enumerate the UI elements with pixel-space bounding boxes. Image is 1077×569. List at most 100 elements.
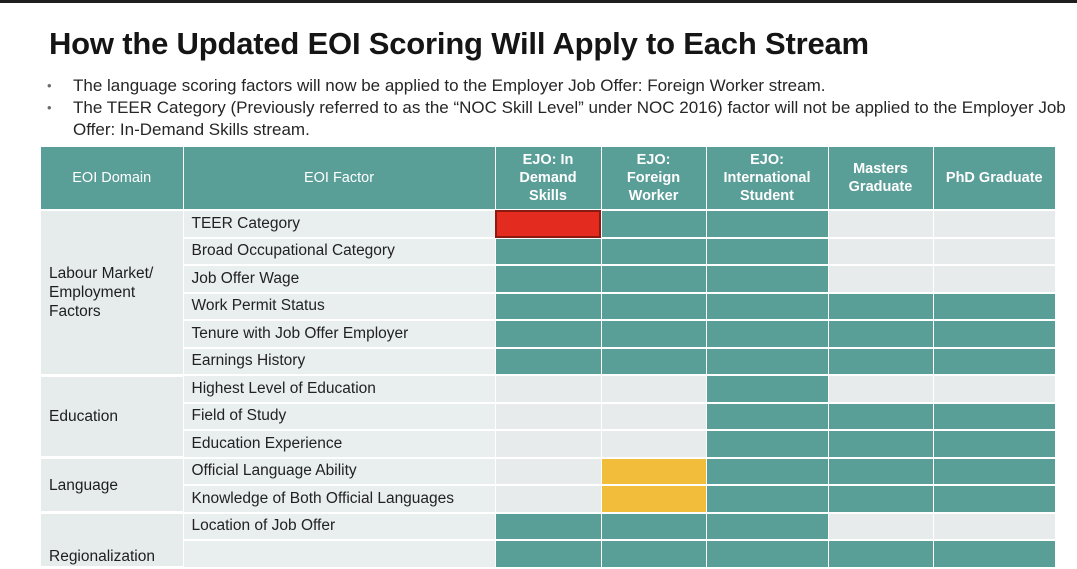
status-cell-masters-graduate [828, 457, 934, 486]
status-cell-phd-graduate [933, 430, 1056, 459]
status-cell-ejo-in-demand-skills [495, 402, 602, 431]
table-row: Knowledge of Both Official Languages [41, 485, 1056, 514]
status-cell-ejo-international-student [706, 237, 829, 266]
factor-cell: Tenure with Job Offer Employer [183, 320, 496, 349]
status-cell-ejo-in-demand-skills [495, 512, 602, 541]
status-cell-masters-graduate [828, 265, 934, 294]
status-cell-ejo-foreign-worker [601, 512, 707, 541]
table-row: Labour Market/ Employment Factors TEER Ca… [41, 210, 1056, 377]
status-cell-ejo-foreign-worker [601, 210, 707, 239]
status-cell-phd-graduate [933, 347, 1056, 376]
status-cell-ejo-foreign-worker [601, 265, 707, 294]
status-cell-ejo-international-student [706, 265, 829, 294]
status-cell-ejo-foreign-worker [601, 237, 707, 266]
status-cell-ejo-foreign-worker [601, 320, 707, 349]
bullet-item: • The language scoring factors will now … [46, 75, 1066, 97]
status-cell-ejo-international-student [706, 485, 829, 514]
factor-cell: TEER Category [183, 210, 496, 239]
domain-cell: Regionalization [41, 512, 184, 569]
status-cell-phd-graduate [933, 512, 1056, 541]
status-cell-ejo-international-student [706, 457, 829, 486]
factor-cell: Location of Job Offer [183, 512, 496, 541]
status-cell-phd-graduate [933, 292, 1056, 321]
factor-cell: Field of Study [183, 402, 496, 431]
table-header-row: EOI Domain EOI Factor EJO: In Demand Ski… [41, 147, 1055, 211]
bullet-item: • The TEER Category (Previously referred… [46, 97, 1066, 141]
table-row: Field of Study [41, 402, 1056, 431]
header-ejo-international-student: EJO: International Student [706, 147, 829, 211]
table-row [41, 540, 1056, 569]
status-cell-phd-graduate [933, 320, 1056, 349]
header-eoi-domain: EOI Domain [41, 147, 184, 211]
table-row: Education Experience [41, 430, 1056, 459]
status-cell-ejo-international-student [706, 347, 829, 376]
status-cell-ejo-foreign-worker [601, 540, 707, 569]
header-ejo-in-demand-skills: EJO: In Demand Skills [495, 147, 602, 211]
slide-title: How the Updated EOI Scoring Will Apply t… [49, 26, 869, 61]
status-cell-phd-graduate [933, 237, 1056, 266]
status-cell-ejo-international-student [706, 430, 829, 459]
status-cell-phd-graduate [933, 457, 1056, 486]
status-cell-ejo-in-demand-skills [495, 375, 602, 404]
table-row: Education Highest Level of Education [41, 375, 1056, 459]
header-ejo-foreign-worker: EJO: Foreign Worker [601, 147, 707, 211]
top-border-line [0, 0, 1077, 3]
status-cell-masters-graduate [828, 430, 934, 459]
status-cell-phd-graduate [933, 402, 1056, 431]
status-cell-ejo-in-demand-skills [495, 457, 602, 486]
bullet-text: The TEER Category (Previously referred t… [73, 98, 1066, 139]
status-cell-ejo-international-student [706, 540, 829, 569]
header-phd-graduate: PhD Graduate [933, 147, 1055, 211]
status-cell-masters-graduate [828, 512, 934, 541]
status-cell-ejo-in-demand-skills [495, 292, 602, 321]
factor-cell: Broad Occupational Category [183, 237, 496, 266]
status-cell-phd-graduate [933, 375, 1056, 404]
domain-cell: Education [41, 375, 184, 459]
factor-cell: Job Offer Wage [183, 265, 496, 294]
status-cell-ejo-foreign-worker [601, 375, 707, 404]
factor-cell: Earnings History [183, 347, 496, 376]
status-cell-ejo-foreign-worker [601, 485, 707, 514]
table-row: Job Offer Wage [41, 265, 1056, 294]
bullet-dot-icon: • [47, 100, 52, 115]
status-cell-masters-graduate [828, 402, 934, 431]
status-cell-ejo-foreign-worker [601, 402, 707, 431]
status-cell-ejo-international-student [706, 210, 829, 239]
status-cell-ejo-in-demand-skills [495, 237, 602, 266]
status-cell-phd-graduate [933, 265, 1056, 294]
table-row: Earnings History [41, 347, 1056, 376]
status-cell-ejo-foreign-worker [601, 292, 707, 321]
status-cell-masters-graduate [828, 210, 934, 239]
status-cell-masters-graduate [828, 237, 934, 266]
bullet-dot-icon: • [47, 78, 52, 93]
status-cell-ejo-in-demand-skills [495, 430, 602, 459]
status-cell-ejo-in-demand-skills [495, 320, 602, 349]
header-eoi-factor: EOI Factor [183, 147, 496, 211]
table-row: Broad Occupational Category [41, 237, 1056, 266]
table-row: Language Official Language Ability [41, 457, 1056, 514]
status-cell-ejo-foreign-worker [601, 430, 707, 459]
status-cell-ejo-foreign-worker [601, 347, 707, 376]
factor-cell: Highest Level of Education [183, 375, 496, 404]
table-row: Tenure with Job Offer Employer [41, 320, 1056, 349]
status-cell-ejo-international-student [706, 292, 829, 321]
status-cell-ejo-in-demand-skills [495, 347, 602, 376]
factor-cell: Education Experience [183, 430, 496, 459]
header-masters-graduate: Masters Graduate [828, 147, 934, 211]
status-cell-masters-graduate [828, 485, 934, 514]
status-cell-ejo-international-student [706, 320, 829, 349]
status-cell-masters-graduate [828, 292, 934, 321]
status-cell-masters-graduate [828, 540, 934, 569]
status-cell-phd-graduate [933, 485, 1056, 514]
status-cell-ejo-in-demand-skills [495, 210, 602, 239]
status-cell-ejo-in-demand-skills [495, 540, 602, 569]
domain-cell: Language [41, 457, 184, 514]
factor-cell: Official Language Ability [183, 457, 496, 486]
status-cell-ejo-international-student [706, 402, 829, 431]
factor-cell: Work Permit Status [183, 292, 496, 321]
status-cell-masters-graduate [828, 320, 934, 349]
status-cell-phd-graduate [933, 540, 1056, 569]
table-row: Regionalization Location of Job Offer [41, 512, 1056, 569]
status-cell-phd-graduate [933, 210, 1056, 239]
bullet-list: • The language scoring factors will now … [46, 75, 1066, 141]
